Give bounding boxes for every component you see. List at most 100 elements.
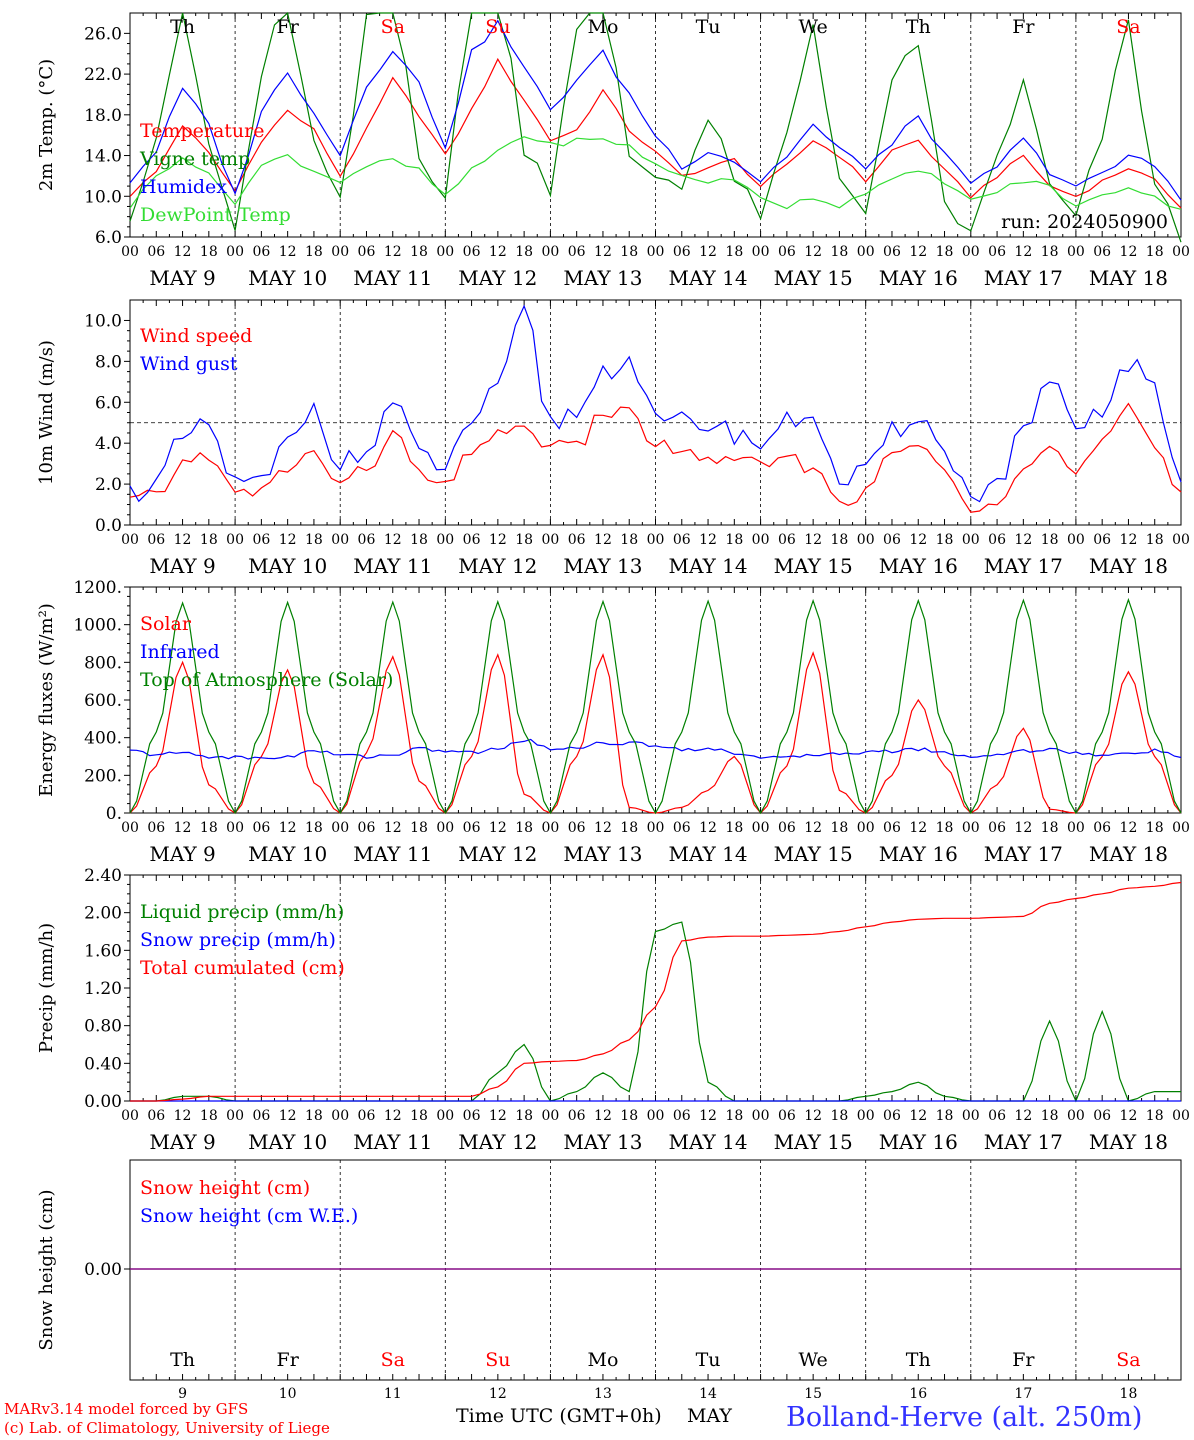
- hour-tick-label: 00: [121, 532, 139, 548]
- y-tick-label: 6.0: [95, 228, 122, 248]
- hour-tick-label: 18: [515, 244, 533, 260]
- hour-tick-label: 06: [568, 1108, 586, 1124]
- hour-tick-label: 12: [699, 1108, 717, 1124]
- date-label: MAY 12: [458, 266, 537, 290]
- hour-tick-label: 00: [331, 244, 349, 260]
- hour-tick-label: 06: [673, 1108, 691, 1124]
- weekday-label: Sa: [1116, 1349, 1140, 1371]
- hour-tick-label: 06: [883, 820, 901, 836]
- legend-vigne-temp: Vigne temp: [139, 148, 250, 170]
- panel-flux: Energy fluxes (W/m²): [36, 586, 1182, 815]
- hour-tick-label: 06: [568, 532, 586, 548]
- hour-tick-label: 00: [752, 244, 770, 260]
- hour-tick-label: 12: [909, 820, 927, 836]
- hour-tick-label: 12: [174, 532, 192, 548]
- panel-wind: 10m Wind (m/s): [36, 299, 1182, 526]
- date-label: MAY 10: [248, 554, 327, 578]
- weekday-label: Tu: [696, 1349, 721, 1371]
- hour-tick-label: 00: [541, 532, 559, 548]
- hour-tick-label: 18: [200, 244, 218, 260]
- y-tick-label: 22.0: [84, 65, 122, 85]
- legend-liquid-precip-mm-h: Liquid precip (mm/h): [140, 901, 344, 923]
- hour-tick-label: 12: [384, 532, 402, 548]
- hour-tick-label: 06: [568, 244, 586, 260]
- hour-tick-label: 18: [725, 244, 743, 260]
- hour-tick-label: 06: [252, 244, 270, 260]
- date-label: MAY 13: [563, 842, 642, 866]
- date-number: 14: [699, 1386, 717, 1402]
- series-temperature: [129, 57, 1182, 209]
- legend-temperature: Temperature: [140, 120, 264, 142]
- date-label: MAY 15: [774, 1130, 853, 1154]
- hour-tick-label: 12: [279, 244, 297, 260]
- hour-tick-label: 18: [410, 244, 428, 260]
- x-axis-label: Time UTC (GMT+0h): [456, 1405, 662, 1427]
- hour-tick-label: 12: [384, 1108, 402, 1124]
- hour-tick-label: 18: [620, 532, 638, 548]
- legend-infrared: Infrared: [140, 641, 220, 663]
- hour-tick-label: 00: [436, 820, 454, 836]
- y-tick-label: 2.0: [95, 475, 122, 495]
- date-number: 9: [178, 1386, 187, 1402]
- date-label: MAY 16: [879, 554, 958, 578]
- legend-solar: Solar: [140, 613, 192, 635]
- hour-tick-label: 18: [1146, 1108, 1164, 1124]
- y-tick-label: 18.0: [84, 106, 122, 126]
- hour-tick-label: 06: [778, 532, 796, 548]
- hour-tick-label: 18: [936, 244, 954, 260]
- y-tick-label: 400.: [84, 729, 122, 749]
- hour-tick-label: 00: [436, 532, 454, 548]
- hour-tick-label: 00: [436, 1108, 454, 1124]
- hour-tick-label: 06: [883, 244, 901, 260]
- hour-tick-label: 06: [883, 532, 901, 548]
- weekday-label: Mo: [587, 1349, 618, 1371]
- panel-precip: Precip (mm/h): [36, 874, 1182, 1103]
- date-label: MAY 9: [149, 554, 215, 578]
- hour-tick-label: 06: [988, 1108, 1006, 1124]
- hour-tick-label: 00: [752, 820, 770, 836]
- hour-tick-label: 12: [594, 532, 612, 548]
- date-label: MAY 14: [668, 266, 747, 290]
- legend-snow-precip-mm-h: Snow precip (mm/h): [140, 929, 336, 951]
- hour-tick-label: 00: [1067, 1108, 1085, 1124]
- y-tick-label: 0.80: [84, 1017, 122, 1037]
- date-label: MAY 13: [563, 266, 642, 290]
- hour-tick-label: 00: [436, 244, 454, 260]
- series-wind-speed: [129, 402, 1182, 513]
- hour-tick-label: 06: [1093, 532, 1111, 548]
- hour-tick-label: 00: [647, 1108, 665, 1124]
- lab-credit: (c) Lab. of Climatology, University of L…: [4, 1419, 330, 1437]
- hour-tick-label: 06: [463, 244, 481, 260]
- hour-tick-label: 12: [804, 1108, 822, 1124]
- hour-tick-label: 18: [620, 820, 638, 836]
- hour-tick-label: 00: [1172, 532, 1190, 548]
- date-number: 15: [804, 1386, 822, 1402]
- hour-tick-label: 06: [1093, 244, 1111, 260]
- hour-tick-label: 00: [752, 1108, 770, 1124]
- hour-tick-label: 00: [962, 820, 980, 836]
- hour-tick-label: 06: [147, 244, 165, 260]
- hour-tick-label: 00: [226, 244, 244, 260]
- hour-tick-label: 00: [647, 532, 665, 548]
- hour-tick-label: 18: [936, 532, 954, 548]
- hour-tick-label: 18: [1041, 532, 1059, 548]
- hour-tick-label: 18: [1041, 1108, 1059, 1124]
- hour-tick-label: 18: [1041, 820, 1059, 836]
- hour-tick-label: 18: [620, 244, 638, 260]
- hour-tick-label: 00: [962, 532, 980, 548]
- hour-tick-label: 00: [647, 820, 665, 836]
- hour-tick-label: 00: [331, 820, 349, 836]
- hour-tick-label: 00: [226, 1108, 244, 1124]
- hour-tick-label: 00: [857, 532, 875, 548]
- hour-tick-label: 12: [489, 532, 507, 548]
- y-tick-label: 0.00: [84, 1092, 122, 1112]
- series-vigne-temp: [129, 11, 1182, 243]
- hour-tick-label: 18: [936, 820, 954, 836]
- hour-tick-label: 12: [699, 244, 717, 260]
- hour-tick-label: 00: [1067, 244, 1085, 260]
- hour-tick-label: 12: [1120, 532, 1138, 548]
- y-axis-label: Snow height (cm): [36, 1189, 57, 1350]
- date-label: MAY 17: [984, 1130, 1063, 1154]
- legend-snow-height-cm-w-e: Snow height (cm W.E.): [140, 1205, 358, 1227]
- hour-tick-label: 18: [515, 532, 533, 548]
